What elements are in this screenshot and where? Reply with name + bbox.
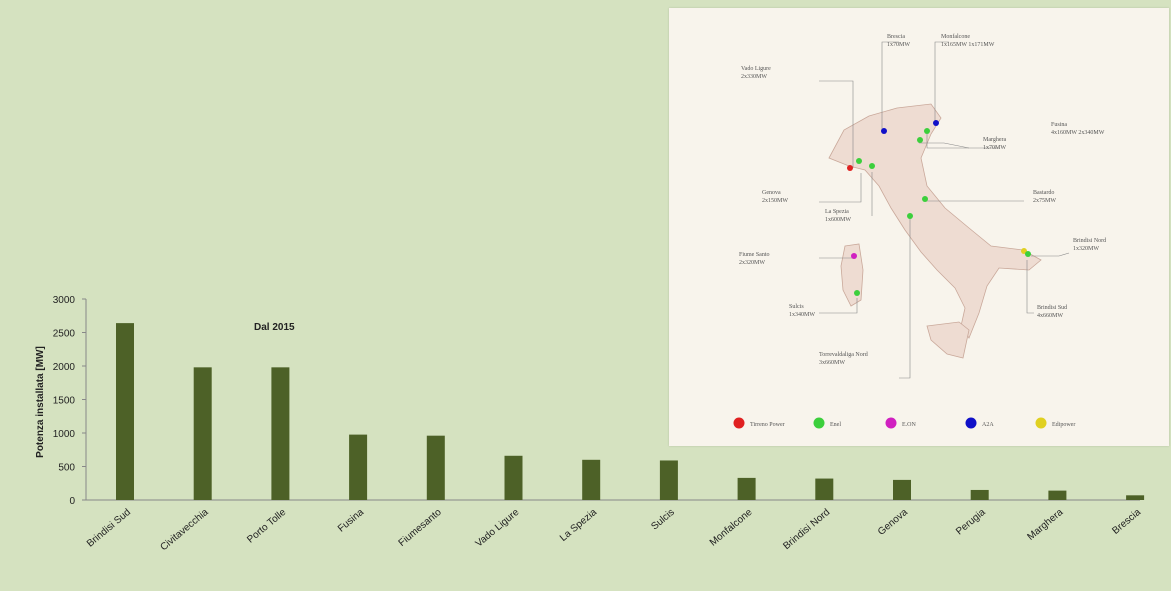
bar — [893, 479, 911, 500]
map-site-detail: 1x70MW — [983, 145, 1006, 151]
map-site-name: Vado Ligure — [741, 66, 771, 72]
map-site-name: Marghera — [983, 137, 1007, 143]
legend-swatch — [1035, 417, 1047, 429]
bar — [193, 367, 212, 500]
map-site-name: Genova — [762, 190, 781, 196]
bar — [970, 489, 989, 500]
map-site-detail: 4x660MW — [1037, 313, 1063, 319]
map-site-detail: 2x320MW — [739, 260, 765, 266]
map-site-detail: 4x160MW 2x340MW — [1051, 130, 1105, 136]
legend-swatch — [733, 417, 745, 429]
bar — [349, 434, 368, 500]
legend-label: Enel — [830, 422, 841, 428]
map-site-name: Fiume Santo — [739, 252, 770, 258]
y-tick-label: 1000 — [53, 429, 76, 440]
bar — [659, 460, 678, 500]
y-tick-label: 3000 — [53, 295, 76, 306]
y-tick-label: 0 — [69, 496, 75, 507]
legend-label: Tirreno Power — [750, 422, 785, 428]
plant-marker — [869, 163, 875, 169]
bar — [116, 323, 134, 500]
bar — [815, 478, 834, 500]
bar — [271, 367, 290, 500]
map-site-name: Bastardo — [1033, 190, 1054, 196]
bar — [426, 435, 445, 500]
legend-label: A2A — [982, 422, 994, 428]
x-tick-label: Perugia — [954, 507, 988, 538]
map-site-name: Torrevaldaliga Nord — [819, 352, 868, 358]
plant-marker — [1025, 251, 1031, 257]
bar — [737, 477, 756, 500]
y-tick-label: 2500 — [53, 329, 76, 340]
x-tick-label: Marghera — [1025, 507, 1065, 543]
plant-marker — [847, 165, 853, 171]
map-site-detail: 2x150MW — [762, 198, 788, 204]
y-tick-label: 1500 — [53, 396, 76, 407]
plant-marker — [856, 158, 862, 164]
x-tick-label: Monfalcone — [708, 507, 755, 549]
map-site-detail: 1x165MW 1x171MW — [941, 42, 995, 48]
plant-marker — [933, 120, 939, 126]
map-site-name: Brindisi Sud — [1037, 305, 1067, 311]
plant-marker — [881, 128, 887, 134]
map-site-name: La Spezia — [825, 209, 849, 215]
map-site-name: Fusina — [1051, 122, 1067, 128]
map-site-detail: 1x600MW — [825, 217, 851, 223]
sicily-shape — [926, 321, 970, 359]
legend-swatch — [813, 417, 825, 429]
legend-swatch — [885, 417, 897, 429]
map-site-detail: 2x330MW — [741, 74, 767, 80]
x-tick-label: Porto Tolle — [245, 507, 288, 546]
plant-marker — [907, 213, 913, 219]
legend-label: E.ON — [902, 422, 916, 428]
map-site-detail: 1x320MW — [1073, 246, 1099, 252]
x-tick-label: Sulcis — [649, 507, 677, 533]
x-tick-label: La Spezia — [558, 507, 599, 544]
x-tick-label: Civitavecchia — [158, 507, 211, 554]
x-tick-label: Brescia — [1110, 507, 1143, 537]
plant-marker — [924, 128, 930, 134]
x-tick-label: Fiumesanto — [397, 507, 444, 549]
sardinia-shape — [840, 243, 864, 307]
plant-marker — [854, 290, 860, 296]
x-tick-label: Brindisi Nord — [781, 507, 832, 552]
map-site-name: Brindisi Nord — [1073, 238, 1106, 244]
x-tick-label: Brindisi Sud — [85, 507, 133, 550]
italy-map: Brescia 1x70MW Monfalcone 1x165MW 1x171MW Va… — [733, 33, 1106, 429]
bar — [504, 455, 523, 500]
map-site-name: Brescia — [887, 34, 905, 40]
annotation-label: Dal 2015 — [254, 322, 295, 333]
x-tick-label: Fusina — [336, 507, 366, 535]
map-site-name: Sulcis — [789, 304, 804, 310]
map-site-name: Monfalcone — [941, 33, 970, 40]
map-site-detail: 1x70MW — [887, 42, 910, 48]
plant-marker — [922, 196, 928, 202]
legend-label: Edipower — [1052, 422, 1075, 428]
map-inset: Brescia 1x70MW Monfalcone 1x165MW 1x171MW Va… — [669, 8, 1169, 446]
map-site-detail: 3x660MW — [819, 360, 845, 366]
bar — [582, 459, 601, 500]
x-tick-label: Vado Ligure — [474, 507, 522, 550]
bar — [1048, 490, 1067, 500]
legend-swatch — [965, 417, 977, 429]
plant-marker — [851, 253, 857, 259]
italy-mainland-shape — [828, 103, 1042, 339]
y-tick-label: 2000 — [53, 362, 76, 373]
y-tick-label: 500 — [58, 463, 75, 474]
map-site-detail: 1x340MW — [789, 312, 815, 318]
x-tick-label: Genova — [876, 507, 910, 538]
y-axis-label: Potenza installata [MW] — [35, 346, 46, 458]
map-site-detail: 2x75MW — [1033, 198, 1056, 204]
bar — [1126, 495, 1145, 500]
plant-marker — [917, 137, 923, 143]
